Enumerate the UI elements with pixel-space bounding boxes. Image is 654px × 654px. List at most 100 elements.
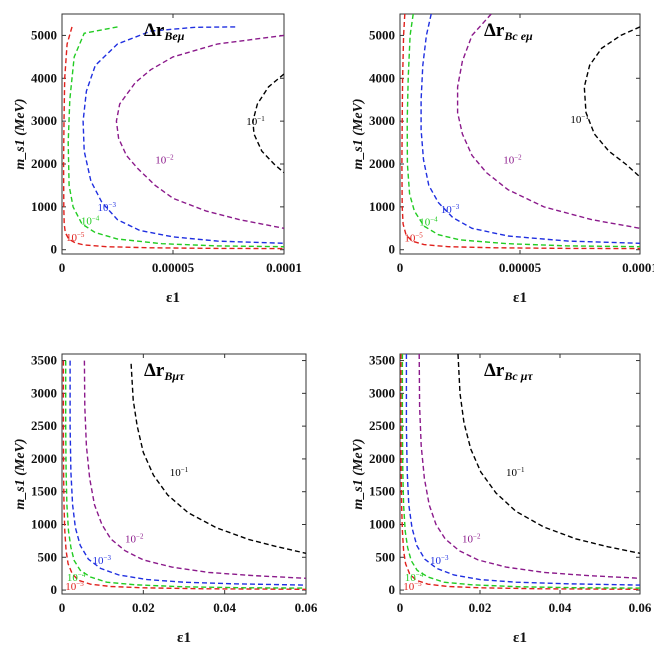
chart-title: ΔrBμτ	[144, 360, 185, 383]
y-tick-label: 5000	[369, 27, 395, 42]
x-tick-label: 0.02	[132, 600, 155, 615]
y-tick-label: 3000	[369, 113, 395, 128]
y-tick-label: 3500	[369, 353, 395, 368]
contour-label-1e-2: 10−2	[155, 154, 174, 167]
contour-label-1e-1: 10−1	[246, 115, 265, 128]
chart-title: ΔrBeμ	[144, 20, 185, 43]
y-tick-label: 5000	[31, 27, 57, 42]
y-tick-label: 1500	[369, 484, 395, 499]
contour-line-1e-4	[406, 14, 640, 248]
contour-line-1e-5	[401, 14, 640, 250]
contour-line-1e-3	[69, 360, 306, 586]
contour-label-1e-4: 10−4	[419, 215, 438, 228]
chart-title: ΔrBc μτ	[484, 360, 533, 383]
y-tick-label: 2000	[369, 451, 395, 466]
y-tick-label: 0	[389, 582, 396, 597]
contour-group	[62, 360, 306, 590]
x-tick-label: 0	[397, 260, 404, 275]
contour-line-1e-4	[65, 360, 306, 589]
contour-line-1e-2	[83, 360, 306, 579]
y-axis-label: m_s1 (MeV)	[13, 98, 28, 169]
y-tick-label: 2000	[369, 156, 395, 171]
x-tick-label: 0.02	[469, 600, 492, 615]
y-tick-label: 0	[51, 242, 58, 257]
contour-label-1e-1: 10−1	[170, 466, 189, 479]
y-tick-label: 0	[51, 582, 58, 597]
x-axis-label: ε1	[513, 630, 527, 646]
x-axis-label: ε1	[177, 630, 191, 646]
contour-label-1e-3: 10−3	[98, 201, 117, 214]
y-tick-label: 4000	[31, 70, 57, 85]
contour-label-1e-5: 10−5	[65, 580, 84, 593]
y-tick-label: 1000	[31, 199, 57, 214]
contour-line-1e-1	[130, 363, 306, 554]
chart-panel-4: 0 500 1000 1500 2000 2500 3000 3500 0 0.02 0.04 0.0…	[351, 353, 652, 646]
y-tick-label: 500	[376, 549, 396, 564]
contour-group	[400, 354, 640, 590]
chart-panel-2: 0 1000 2000 3000 4000 5000 0 0.00005 0.0001 m_s1 …	[351, 13, 654, 306]
contour-line-1e-4	[67, 26, 284, 248]
contour-label-1e-2: 10−2	[503, 154, 522, 167]
contour-label-1e-3: 10−3	[441, 203, 460, 216]
y-tick-label: 3500	[31, 353, 57, 368]
y-tick-label: 2000	[31, 156, 57, 171]
x-tick-label: 0.0001	[622, 260, 654, 275]
contour-label-1e-3: 10−3	[93, 554, 112, 567]
y-tick-label: 3000	[31, 113, 57, 128]
y-tick-label: 1000	[369, 199, 395, 214]
x-axis-label: ε1	[513, 290, 527, 306]
contour-line-1e-5	[62, 360, 306, 590]
x-tick-label: 0.00005	[499, 260, 542, 275]
contour-line-1e-2	[418, 354, 640, 579]
contour-label-1e-1: 10−1	[506, 466, 525, 479]
y-tick-label: 0	[389, 242, 396, 257]
y-tick-label: 3000	[31, 385, 57, 400]
x-tick-label: 0.0001	[266, 260, 302, 275]
contour-line-1e-2	[115, 34, 284, 229]
contour-label-1e-2: 10−2	[462, 532, 481, 545]
contour-line-1e-3	[405, 354, 640, 586]
y-axis-label: m_s1 (MeV)	[351, 98, 366, 169]
contour-label-1e-5: 10−5	[403, 580, 422, 593]
y-tick-label: 3000	[369, 385, 395, 400]
chart-title: ΔrBc eμ	[484, 20, 533, 43]
y-tick-label: 4000	[369, 70, 395, 85]
x-tick-label: 0.04	[213, 600, 236, 615]
contour-line-1e-5	[62, 26, 284, 250]
plot-frame	[61, 353, 307, 595]
x-tick-label: 0.06	[629, 600, 652, 615]
x-tick-label: 0	[59, 260, 66, 275]
x-tick-label: 0.00005	[152, 260, 195, 275]
x-tick-label: 0.04	[549, 600, 572, 615]
contour-line-1e-1	[252, 73, 284, 174]
x-tick-label: 0	[59, 600, 66, 615]
y-tick-label: 500	[38, 549, 58, 564]
contour-line-1e-3	[82, 26, 284, 244]
contour-label-1e-4: 10−4	[67, 571, 86, 584]
contour-line-1e-2	[456, 14, 640, 229]
x-tick-label: 0.06	[295, 600, 318, 615]
y-tick-label: 2000	[31, 451, 57, 466]
plot-frame	[399, 353, 641, 595]
contour-group	[62, 26, 284, 250]
y-axis-label: m_s1 (MeV)	[13, 438, 28, 509]
y-tick-label: 1000	[31, 516, 57, 531]
contour-label-1e-2: 10−2	[125, 532, 144, 545]
x-tick-label: 0	[397, 600, 404, 615]
y-axis-label: m_s1 (MeV)	[351, 438, 366, 509]
y-tick-label: 2500	[369, 418, 395, 433]
y-tick-label: 2500	[31, 418, 57, 433]
contour-label-1e-1: 10−1	[570, 113, 589, 126]
y-tick-label: 1000	[369, 516, 395, 531]
chart-panel-3: 0 500 1000 1500 2000 2500 3000 3500 0 0.02 0.04 0.0…	[13, 353, 318, 646]
contour-line-1e-1	[583, 26, 640, 178]
contour-label-1e-4: 10−4	[81, 215, 100, 228]
contour-label-1e-5: 10−5	[404, 232, 423, 245]
x-axis-label: ε1	[166, 290, 180, 306]
y-tick-label: 1500	[31, 484, 57, 499]
contour-line-1e-3	[420, 14, 640, 244]
chart-panel-1: 0 1000 2000 3000 4000 5000 0 0.00005 0.0001 m_s1 …	[13, 13, 302, 306]
contour-line-1e-5	[400, 354, 640, 590]
contour-label-1e-5: 10−5	[66, 231, 85, 244]
